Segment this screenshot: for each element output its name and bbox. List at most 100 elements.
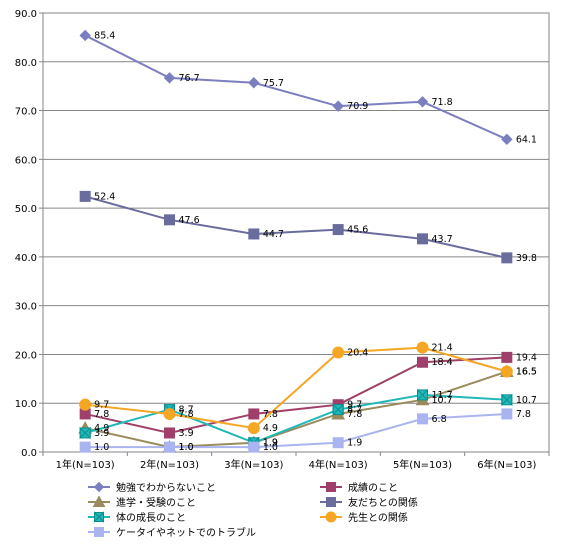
series-2-point bbox=[417, 356, 428, 368]
series-7-data-label: 1.0 bbox=[179, 442, 194, 453]
series-6-data-label: 20.4 bbox=[347, 347, 368, 358]
series-4-line bbox=[84, 195, 508, 259]
series-1-point bbox=[332, 100, 344, 112]
series-2-data-label: 7.8 bbox=[94, 409, 109, 420]
series-1-data-label: 70.9 bbox=[347, 101, 368, 112]
legend-label: 進学・受験のこと bbox=[116, 496, 196, 509]
series-5-point bbox=[501, 393, 513, 407]
series-6-point bbox=[79, 398, 92, 411]
series-4-data-label: 45.6 bbox=[347, 225, 368, 236]
series-4-point bbox=[501, 252, 513, 264]
series-1-data-label: 71.8 bbox=[432, 97, 453, 108]
series-4-data-label: 44.7 bbox=[263, 229, 284, 240]
series-1-data-label: 76.7 bbox=[179, 73, 200, 84]
series-5-data-label: 10.7 bbox=[516, 395, 537, 406]
series-1 bbox=[79, 29, 513, 146]
series-7-line bbox=[85, 412, 507, 449]
series-3-data-label: 7.8 bbox=[347, 409, 362, 420]
series-2-data-label: 18.4 bbox=[432, 357, 453, 368]
series-7-data-label: 6.8 bbox=[432, 414, 447, 425]
series-7-point bbox=[248, 441, 260, 453]
series-3-data-label: 10.7 bbox=[432, 395, 453, 406]
series-5-point bbox=[332, 403, 344, 416]
series-6 bbox=[79, 341, 513, 435]
series-6-data-label: 21.4 bbox=[432, 343, 453, 354]
legend-item: 進学・受験のこと bbox=[88, 495, 196, 509]
series-4 bbox=[79, 190, 513, 264]
x-tick-label: 2年(N=103) bbox=[140, 458, 199, 471]
legend-label: 成績のこと bbox=[348, 481, 398, 494]
series-4-point bbox=[417, 233, 428, 245]
series-3-data-label: 4.9 bbox=[94, 423, 109, 434]
x-tick-label: 5年(N=103) bbox=[393, 458, 452, 471]
legend-swatch-marker bbox=[92, 495, 106, 507]
legend-label: 勉強でわからないこと bbox=[116, 481, 216, 494]
series-6-data-label: 4.9 bbox=[263, 423, 278, 434]
legend-swatch-marker bbox=[326, 497, 336, 507]
series-1-point bbox=[79, 29, 91, 42]
series-5-data-label: 8.7 bbox=[347, 405, 362, 416]
y-tick-label: 50.0 bbox=[15, 204, 37, 215]
legend-label: 先生との関係 bbox=[348, 511, 408, 524]
series-7-point bbox=[332, 437, 344, 449]
series-4-point bbox=[332, 224, 344, 236]
series-7-point bbox=[164, 441, 175, 453]
y-tick-label: 30.0 bbox=[15, 302, 37, 313]
y-tick-label: 60.0 bbox=[15, 155, 37, 166]
legend-item: 先生との関係 bbox=[320, 511, 408, 524]
series-7 bbox=[79, 408, 513, 453]
series-7-point bbox=[501, 408, 513, 420]
series-3-data-label: 16.5 bbox=[516, 367, 537, 378]
series-5-data-label: 8.7 bbox=[179, 405, 194, 416]
y-tick-label: 20.0 bbox=[15, 350, 37, 361]
series-4-data-label: 39.8 bbox=[516, 253, 537, 264]
series-2-data-label: 9.7 bbox=[347, 400, 362, 411]
series-7-data-label: 1.9 bbox=[347, 438, 362, 449]
series-5-data-label: 1.9 bbox=[263, 438, 278, 449]
series-7-data-label: 7.8 bbox=[516, 409, 531, 420]
series-1-data-label: 64.1 bbox=[516, 134, 537, 145]
x-tick-label: 4年(N=103) bbox=[309, 458, 368, 471]
legend-swatch-marker bbox=[94, 511, 104, 523]
legend-item: ケータイやネットでのトラブル bbox=[88, 526, 256, 539]
series-7-data-label: 1.0 bbox=[94, 442, 109, 453]
series-1-data-label: 85.4 bbox=[94, 30, 115, 41]
series-5-line bbox=[84, 393, 507, 444]
series-2-data-label: 3.9 bbox=[179, 428, 194, 439]
series-2-point bbox=[164, 427, 175, 439]
series-5 bbox=[79, 388, 513, 449]
series-2-point bbox=[248, 408, 260, 420]
series-6-data-label: 16.5 bbox=[516, 367, 537, 378]
series-5-point bbox=[417, 388, 428, 402]
series-7-point bbox=[79, 441, 91, 453]
series-4-data-label: 47.6 bbox=[179, 215, 200, 226]
series-2-point bbox=[501, 351, 513, 363]
y-tick-label: 80.0 bbox=[15, 58, 37, 69]
legend-label: 友だちとの関係 bbox=[348, 496, 418, 509]
series-1-point bbox=[416, 96, 429, 108]
series-6-point bbox=[332, 346, 345, 359]
series-1-point bbox=[163, 72, 176, 84]
y-tick-label: 10.0 bbox=[15, 399, 37, 410]
series-3-data-label: 1.0 bbox=[179, 442, 194, 453]
series-4-point bbox=[79, 190, 91, 202]
series-4-point bbox=[164, 214, 175, 226]
series-4-point bbox=[248, 228, 260, 240]
series-4-data-label: 43.7 bbox=[432, 234, 453, 245]
legend-swatch-marker bbox=[94, 527, 104, 537]
series-1-point bbox=[501, 133, 513, 146]
series-2-line bbox=[84, 356, 507, 435]
y-tick-label: 0.0 bbox=[21, 448, 37, 459]
legend-label: 体の成長のこと bbox=[116, 512, 186, 524]
series-6-line bbox=[85, 346, 508, 430]
series-7-data-label: 1.0 bbox=[263, 442, 278, 453]
legend-label: ケータイやネットでのトラブル bbox=[116, 526, 256, 539]
legend-item: 成績のこと bbox=[320, 481, 398, 494]
series-1-point bbox=[248, 77, 260, 89]
x-tick-label: 1年(N=103) bbox=[56, 458, 115, 471]
x-tick-label: 3年(N=103) bbox=[224, 458, 283, 471]
series-1-data-label: 75.7 bbox=[263, 78, 284, 89]
series-7-point bbox=[417, 413, 428, 425]
